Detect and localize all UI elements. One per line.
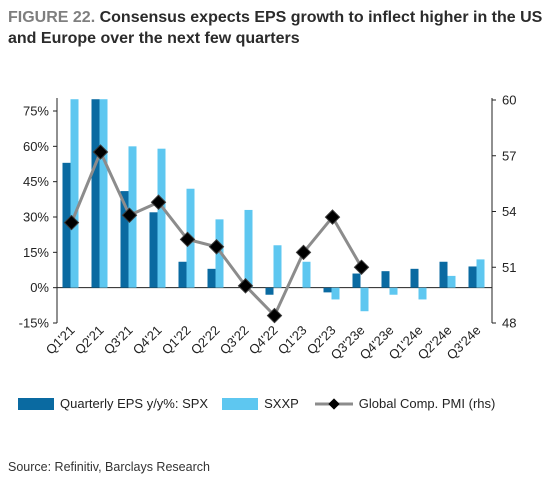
source-note: Source: Refinitiv, Barclays Research	[8, 460, 210, 474]
bar-sxxp	[215, 219, 224, 288]
pmi-point	[208, 239, 225, 255]
x-tick-label: Q1'22	[159, 323, 194, 358]
legend-label-spx: Quarterly EPS y/y%: SPX	[60, 396, 209, 411]
bar-sxxp	[418, 287, 427, 300]
bar-sxxp	[70, 99, 79, 288]
legend-swatch-sxxp	[222, 397, 259, 410]
bar-sxxp	[244, 209, 253, 288]
legend-label-pmi: Global Comp. PMI (rhs)	[358, 396, 496, 411]
bar-sxxp	[389, 287, 398, 295]
chart: 75%60%45%30%15%0%-15%6057545148Q1'21Q2'2…	[19, 93, 517, 363]
pmi-point	[237, 278, 254, 294]
legend-swatch-spx	[18, 397, 54, 410]
bar-spx	[91, 99, 100, 288]
bar-spx	[120, 191, 129, 288]
y-left-tick-label: 75%	[23, 104, 49, 119]
bar-sxxp	[157, 148, 166, 288]
bar-spx	[207, 268, 216, 288]
x-tick-label: Q2'21	[72, 323, 107, 358]
pmi-point	[353, 259, 370, 276]
y-right-tick-label: 51	[502, 260, 516, 275]
y-left-tick-label: 15%	[23, 245, 49, 260]
pmi-point	[324, 209, 341, 225]
legend-item-pmi: Global Comp. PMI (rhs)	[313, 396, 496, 411]
y-right-tick-label: 48	[502, 316, 516, 331]
bar-spx	[381, 271, 390, 288]
bar-spx	[149, 212, 158, 288]
y-right-tick-label: 60	[502, 93, 516, 108]
bar-spx	[178, 261, 187, 288]
legend-item-sxxp: SXXP	[222, 396, 299, 411]
figure-label: FIGURE 22.	[8, 9, 96, 26]
bar-spx	[352, 273, 361, 288]
y-right-tick-label: 54	[502, 204, 516, 219]
bar-spx	[410, 268, 419, 288]
chart-title: FIGURE 22. Consensus expects EPS growth …	[8, 7, 543, 49]
bar-sxxp	[447, 275, 456, 288]
bar-spx	[323, 287, 332, 293]
bar-sxxp	[99, 99, 108, 288]
y-left-tick-label: 60%	[23, 139, 49, 154]
pmi-point	[295, 244, 312, 261]
y-left-tick-label: -15%	[19, 316, 50, 331]
bar-spx	[265, 287, 274, 295]
y-left-tick-label: 30%	[23, 210, 49, 225]
title-text: Consensus expects EPS growth to inflect …	[8, 9, 543, 47]
pmi-point	[92, 144, 109, 160]
legend: Quarterly EPS y/y%: SPX SXXP Global Comp…	[18, 396, 509, 411]
y-left-tick-label: 0%	[30, 280, 49, 295]
legend-label-sxxp: SXXP	[264, 396, 299, 411]
bar-sxxp	[302, 261, 311, 288]
pmi-point	[150, 194, 167, 210]
y-left-tick-label: 45%	[23, 174, 49, 189]
x-tick-label: Q2'22	[188, 323, 223, 358]
pmi-point	[63, 214, 80, 231]
bar-sxxp	[476, 259, 485, 288]
x-tick-label: Q4'22	[246, 323, 281, 358]
x-tick-label: Q1'23	[275, 323, 310, 358]
bar-sxxp	[331, 287, 340, 300]
bar-spx	[439, 261, 448, 288]
x-tick-label: Q3'22	[217, 323, 252, 358]
pmi-point	[121, 207, 138, 223]
bar-sxxp	[360, 287, 369, 312]
x-tick-label: Q4'21	[130, 323, 165, 358]
x-tick-label: Q3'21	[101, 323, 136, 358]
bar-sxxp	[273, 245, 282, 288]
bar-spx	[468, 266, 477, 288]
legend-swatch-pmi	[314, 397, 353, 410]
y-right-tick-label: 57	[502, 148, 516, 163]
pmi-point	[179, 231, 196, 248]
legend-item-spx: Quarterly EPS y/y%: SPX	[18, 396, 208, 411]
pmi-point	[266, 307, 283, 324]
